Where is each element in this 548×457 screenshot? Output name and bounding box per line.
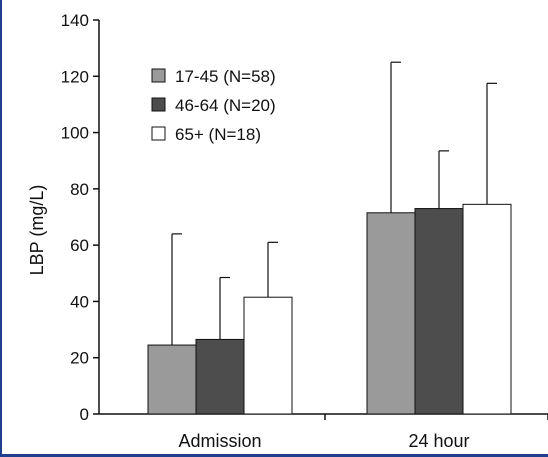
bar <box>414 208 464 415</box>
y-tick-label: 80 <box>70 180 89 199</box>
legend-swatch <box>151 126 166 141</box>
y-tick-label: 0 <box>80 405 89 424</box>
y-axis-label: LBP (mg/L) <box>27 185 47 276</box>
legend-label: 17-45 (N=58) <box>175 67 276 86</box>
legend-label: 65+ (N=18) <box>175 125 261 144</box>
bar <box>366 212 416 415</box>
bar <box>243 296 293 415</box>
x-category-label: 24 hour <box>408 431 469 451</box>
y-tick-label: 140 <box>61 11 89 30</box>
y-tick-label: 100 <box>61 124 89 143</box>
y-tick-label: 60 <box>70 236 89 255</box>
bar <box>462 203 512 415</box>
y-tick-label: 20 <box>70 349 89 368</box>
legend-swatch <box>151 97 166 112</box>
legend-swatch <box>151 68 166 83</box>
y-tick-label: 120 <box>61 67 89 86</box>
legend-label: 46-64 (N=20) <box>175 96 276 115</box>
bar <box>147 344 197 415</box>
bar <box>195 338 245 415</box>
x-category-label: Admission <box>178 431 261 451</box>
y-tick-label: 40 <box>70 292 89 311</box>
